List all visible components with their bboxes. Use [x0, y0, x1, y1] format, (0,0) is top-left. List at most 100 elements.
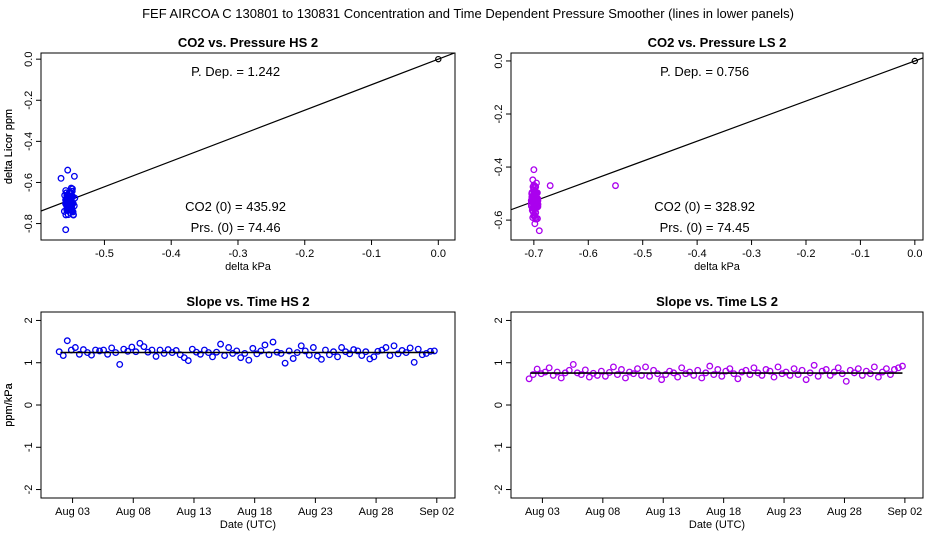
- data-point: [698, 374, 706, 382]
- data-point: [116, 360, 124, 368]
- data-point: [241, 349, 249, 357]
- x-tick-label: -0.4: [162, 248, 181, 260]
- x-axis-label: Date (UTC): [689, 519, 745, 531]
- data-point: [64, 211, 72, 219]
- data-point: [530, 204, 538, 212]
- data-point: [406, 344, 414, 352]
- data-point: [297, 342, 305, 350]
- data-point: [62, 226, 70, 234]
- plot-frame: [40, 52, 456, 241]
- data-point: [882, 365, 890, 373]
- y-tick-label: 0.0: [493, 53, 505, 68]
- data-point: [386, 352, 394, 359]
- data-point: [196, 350, 204, 358]
- data-point: [646, 372, 654, 380]
- data-point: [842, 377, 850, 385]
- data-point: [124, 347, 132, 355]
- x-tick-label: Aug 23: [298, 506, 333, 518]
- data-point: [597, 367, 605, 375]
- plot-frame: [510, 311, 924, 499]
- data-point: [334, 353, 341, 361]
- y-tick-label: -0.4: [493, 158, 505, 177]
- data-point: [609, 363, 617, 371]
- data-point: [249, 344, 257, 352]
- x-tick-label: -0.5: [633, 248, 652, 260]
- plot-area: [525, 360, 906, 385]
- data-point: [285, 347, 293, 355]
- x-tick-label: 0.0: [907, 248, 922, 260]
- data-point: [317, 355, 325, 363]
- x-tick-label: Aug 13: [646, 506, 681, 518]
- data-point: [577, 371, 585, 379]
- data-point: [810, 361, 818, 369]
- x-axis-label: delta kPa: [225, 261, 272, 273]
- x-tick-label: Aug 28: [359, 506, 394, 518]
- x-tick-label: Aug 03: [55, 506, 90, 518]
- data-point: [394, 350, 402, 358]
- x-axis-label: delta kPa: [694, 261, 741, 273]
- y-tick-label: 0.0: [23, 52, 35, 67]
- data-point: [57, 174, 65, 182]
- data-point: [622, 374, 629, 382]
- data-point: [209, 353, 216, 361]
- data-point: [766, 367, 774, 375]
- data-point: [346, 350, 354, 358]
- data-point: [531, 193, 539, 201]
- data-point: [714, 366, 722, 373]
- data-point: [277, 349, 285, 357]
- data-point: [569, 360, 577, 368]
- data-point: [64, 166, 72, 174]
- y-tick-label: 0: [23, 402, 35, 408]
- data-point: [541, 368, 549, 376]
- data-point: [152, 352, 160, 360]
- x-tick-label: Aug 23: [767, 506, 802, 518]
- data-point: [96, 347, 103, 355]
- x-tick-label: -0.6: [579, 248, 598, 260]
- data-point: [136, 339, 144, 347]
- data-point: [67, 202, 75, 210]
- x-tick-label: Aug 28: [827, 506, 862, 518]
- data-point: [70, 172, 78, 180]
- data-point: [289, 355, 297, 362]
- data-point: [634, 365, 641, 373]
- data-point: [128, 343, 136, 351]
- plot-frame: [510, 52, 924, 241]
- y-tick-label: 1: [493, 360, 505, 366]
- data-point: [626, 368, 633, 376]
- x-tick-label: Aug 13: [177, 506, 212, 518]
- y-axis-label: delta Licor ppm: [3, 109, 15, 184]
- data-point: [854, 365, 862, 373]
- data-point: [338, 344, 346, 351]
- plot-area: [55, 337, 438, 368]
- panel-title: CO2 vs. Pressure LS 2: [648, 35, 787, 50]
- data-point: [65, 194, 72, 202]
- data-point: [613, 371, 621, 379]
- data-point: [245, 356, 253, 364]
- data-point: [710, 371, 718, 379]
- figure-title: FEF AIRCOA C 130801 to 130831 Concentrat…: [142, 6, 794, 21]
- data-point: [894, 364, 902, 372]
- data-point: [674, 373, 682, 381]
- data-point: [62, 200, 70, 208]
- y-tick-label: 0: [493, 402, 505, 408]
- data-point: [770, 373, 778, 381]
- data-point: [269, 338, 277, 346]
- y-tick-label: 1: [23, 360, 35, 366]
- regression-line: [41, 53, 455, 212]
- data-point: [281, 359, 289, 367]
- data-point: [530, 166, 538, 174]
- data-point: [874, 373, 882, 381]
- x-tick-label: Aug 08: [585, 506, 620, 518]
- data-point: [886, 371, 894, 379]
- data-point: [533, 365, 541, 373]
- panel-title: Slope vs. Time HS 2: [186, 294, 309, 309]
- data-point: [878, 368, 886, 376]
- data-point: [662, 371, 670, 379]
- data-point: [790, 365, 798, 373]
- y-tick-label: 2: [23, 317, 35, 323]
- regression-line: [511, 57, 923, 211]
- panel-title: CO2 vs. Pressure HS 2: [178, 35, 318, 50]
- x-tick-label: Sep 02: [887, 506, 922, 518]
- plot-frame: [40, 311, 456, 499]
